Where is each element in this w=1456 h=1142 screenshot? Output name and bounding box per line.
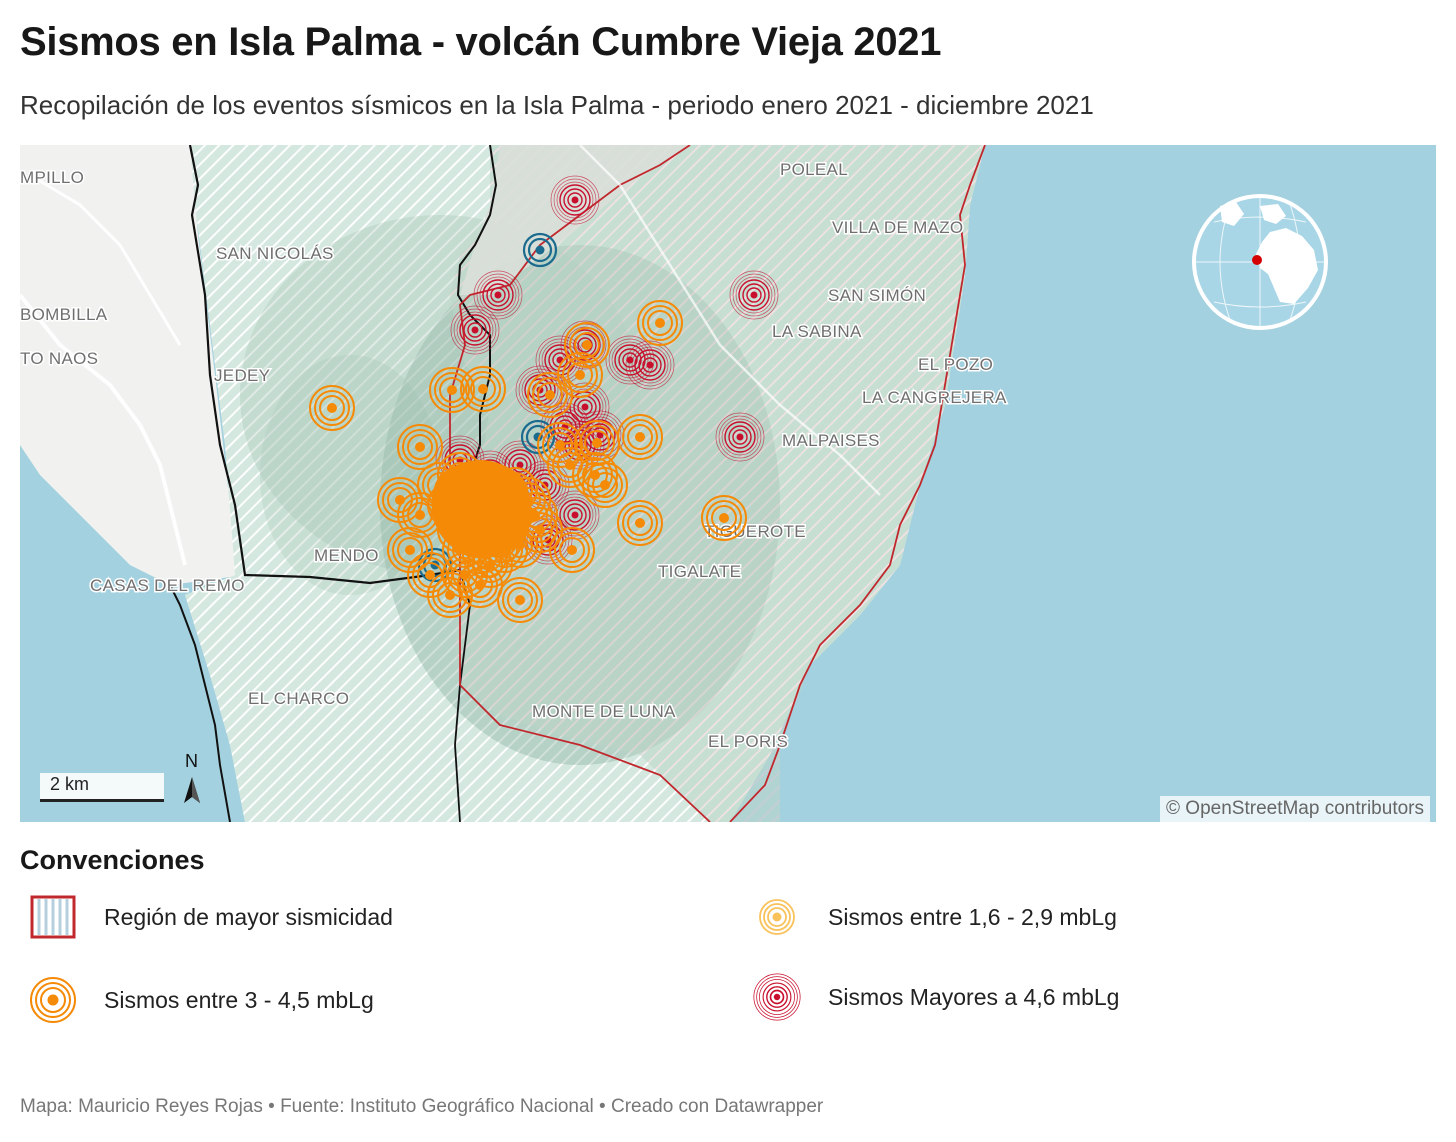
urban-area (460, 145, 690, 295)
legend-item-large: Sismos Mayores a 4,6 mbLg (752, 972, 1119, 1022)
small-quake-icon (759, 899, 795, 935)
quake-cluster[interactable] (431, 460, 532, 558)
quake-marker-large[interactable] (625, 340, 675, 390)
quake-marker-medium[interactable] (617, 414, 663, 460)
legend-label: Sismos entre 3 - 4,5 mbLg (104, 986, 374, 1013)
quake-marker-medium[interactable] (701, 495, 747, 541)
legend-item-small: Sismos entre 1,6 - 2,9 mbLg (752, 892, 1117, 942)
quake-marker-medium[interactable] (582, 462, 628, 508)
place-label: MONTE DE LUNA (532, 702, 676, 721)
place-label: SAN SIMÓN (828, 286, 926, 305)
place-label: TAJUYA (200, 145, 265, 147)
place-label: JEDEY (214, 366, 270, 385)
quake-marker-large[interactable] (729, 270, 779, 320)
place-label: BOMBILLA (20, 305, 108, 324)
place-label: MENDO (314, 546, 379, 565)
road (20, 293, 187, 566)
legend-item-region: Región de mayor sismicidad (28, 892, 393, 942)
north-arrow: N (180, 751, 204, 807)
quake-marker-large[interactable] (450, 305, 500, 355)
large-quake-icon (753, 973, 801, 1021)
scale-bar: 2 km (40, 773, 164, 802)
map-subtitle: Recopilación de los eventos sísmicos en … (20, 90, 1094, 120)
place-label: EL PORIS (708, 732, 788, 751)
place-label: SAN NICOLÁS (216, 244, 334, 263)
place-label: TIGALATE (658, 562, 741, 581)
place-label: EL POZO (918, 355, 993, 374)
road (29, 173, 182, 346)
legend-title: Convenciones (20, 845, 205, 875)
legend-label: Región de mayor sismicidad (104, 903, 393, 930)
coastline-west (169, 584, 231, 822)
quake-marker-medium[interactable] (617, 500, 663, 546)
west-land (20, 145, 245, 585)
quake-marker-medium[interactable] (397, 424, 443, 470)
globe-icon (1192, 194, 1328, 330)
place-label: LA SABINA (772, 322, 862, 341)
place-label: EL CHARCO (248, 689, 349, 708)
municipal-boundary-north (456, 145, 498, 476)
quake-marker-medium[interactable] (557, 352, 603, 398)
place-label: VILLA DE MAZO (832, 218, 963, 237)
quake-marker-medium[interactable] (637, 300, 683, 346)
quake-marker-medium[interactable] (460, 366, 506, 412)
municipal-boundary-south (454, 569, 471, 822)
region-swatch-icon (30, 895, 76, 939)
place-label: MPILLO (20, 168, 84, 187)
quake-marker-medium[interactable] (497, 577, 543, 623)
quake-marker-large[interactable] (550, 175, 600, 225)
place-label: POLEAL (780, 160, 848, 179)
quake-marker-medium[interactable] (429, 367, 475, 413)
quake-marker-medium[interactable] (547, 442, 593, 488)
medium-quake-icon (30, 977, 76, 1023)
legend-item-medium: Sismos entre 3 - 4,5 mbLg (28, 975, 374, 1025)
quake-marker-medium[interactable] (387, 527, 433, 573)
place-label: MALPAISES (782, 431, 880, 450)
legend-label: Sismos entre 1,6 - 2,9 mbLg (828, 903, 1117, 930)
quake-marker-large[interactable] (473, 270, 523, 320)
map-attribution[interactable]: © OpenStreetMap contributors (1160, 796, 1430, 822)
quake-marker-medium[interactable] (309, 385, 355, 431)
north-arrow-icon (184, 777, 200, 803)
earthquake-markers[interactable] (309, 175, 779, 623)
map-footer: Mapa: Mauricio Reyes Rojas • Fuente: Ins… (20, 1096, 824, 1117)
municipal-boundary-west (188, 145, 461, 585)
map-title: Sismos en Isla Palma - volcán Cumbre Vie… (20, 20, 942, 64)
location-marker (1252, 255, 1262, 265)
place-label: TO NAOS (20, 349, 98, 368)
place-label: CASAS DEL REMO (90, 576, 245, 595)
scale-label: 2 km (50, 774, 90, 794)
coastline-east (729, 145, 986, 822)
place-label: TIGUEROTE (704, 522, 806, 541)
seismicity-region (450, 145, 985, 822)
quake-marker-medium[interactable] (564, 322, 610, 368)
place-label: LA CANGREJERA (862, 388, 1007, 407)
map-view[interactable]: TAJUYA MPILLO POLEAL VILLA DE MAZO SAN N… (20, 145, 1436, 822)
road (579, 145, 881, 496)
quake-marker-medium[interactable] (457, 562, 503, 608)
locator-globe (1190, 192, 1330, 332)
north-label: N (185, 751, 198, 771)
quake-marker-medium[interactable] (527, 372, 573, 418)
legend-label: Sismos Mayores a 4,6 mbLg (828, 983, 1120, 1010)
quake-marker-other[interactable] (522, 232, 558, 268)
quake-marker-large[interactable] (715, 412, 765, 462)
